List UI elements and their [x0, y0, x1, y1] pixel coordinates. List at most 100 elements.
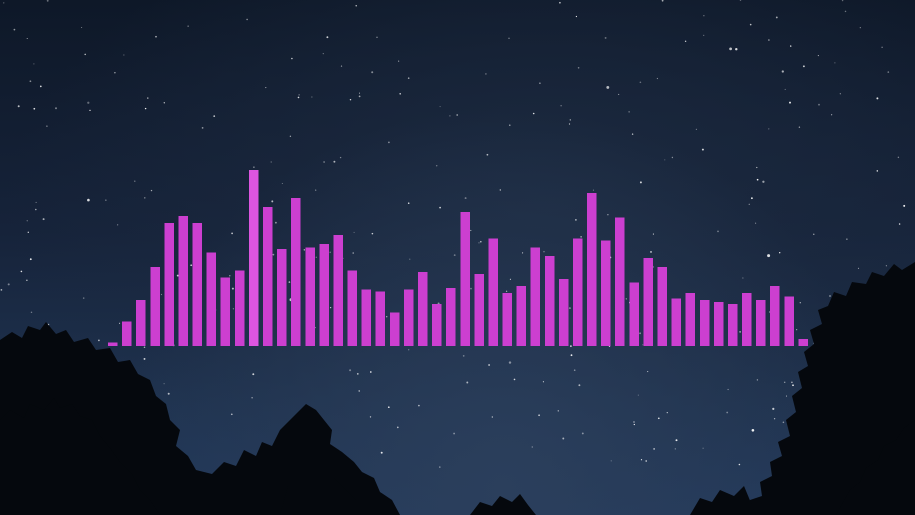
star [897, 156, 900, 159]
star [639, 181, 642, 184]
star [768, 128, 770, 130]
star [652, 233, 654, 235]
star [46, 0, 49, 2]
star [543, 250, 545, 253]
star [275, 221, 277, 224]
star [773, 418, 776, 420]
star [376, 36, 378, 38]
star [790, 45, 792, 47]
star [664, 159, 666, 161]
star [885, 265, 888, 267]
visualizer-bar [685, 293, 696, 346]
star [358, 92, 361, 94]
star [607, 214, 609, 216]
visualizer-bar [488, 238, 498, 346]
star [339, 156, 342, 159]
star [380, 451, 383, 454]
star [522, 252, 524, 254]
star [201, 127, 204, 129]
star [486, 153, 489, 156]
star [155, 35, 157, 38]
star [702, 447, 704, 449]
visualizer-bar [713, 302, 724, 346]
star [568, 307, 571, 310]
star [542, 381, 544, 383]
star [27, 231, 29, 233]
visualizer-bar [361, 289, 372, 346]
visualizer-bar [389, 312, 400, 346]
star [55, 107, 57, 110]
star [456, 114, 459, 116]
star [513, 378, 516, 381]
visualizer-bar [573, 238, 583, 346]
star [163, 383, 165, 385]
star [134, 180, 136, 182]
star [265, 87, 267, 89]
star [270, 161, 272, 163]
star [756, 178, 759, 181]
star [577, 67, 580, 69]
star [618, 93, 620, 95]
star [666, 411, 668, 414]
visualizer-bar [742, 293, 752, 346]
star [3, 2, 5, 4]
star [857, 267, 860, 269]
visualizer-bar [178, 215, 188, 346]
star [684, 40, 687, 42]
star [762, 180, 765, 183]
star [298, 94, 300, 96]
visualizer-bar [558, 279, 569, 346]
star [817, 55, 819, 57]
star [755, 222, 757, 224]
star [610, 460, 612, 462]
star [231, 232, 233, 235]
star [464, 197, 467, 200]
star [748, 203, 750, 205]
star [35, 201, 37, 203]
visualizer-bar [516, 286, 527, 346]
star [453, 432, 456, 435]
star [187, 25, 189, 27]
star [190, 264, 193, 267]
visualizer-bar [403, 289, 414, 346]
star [568, 123, 571, 125]
star [26, 279, 28, 281]
star [839, 93, 841, 95]
star [831, 114, 833, 116]
star [509, 124, 511, 126]
star [491, 416, 493, 418]
star [371, 232, 374, 235]
star [633, 423, 635, 426]
star [144, 197, 146, 199]
star [604, 36, 607, 39]
star [739, 0, 742, 1]
star [356, 373, 359, 375]
star [409, 258, 411, 260]
star [784, 88, 786, 90]
star [478, 242, 480, 244]
star [160, 293, 163, 296]
star [650, 250, 652, 253]
star [802, 65, 805, 68]
star [353, 231, 355, 233]
star [46, 125, 48, 127]
star [881, 46, 883, 48]
star [738, 463, 741, 466]
visualizer-bar [671, 298, 682, 346]
star [87, 101, 90, 104]
star [470, 287, 472, 290]
star [352, 252, 354, 254]
star [229, 275, 231, 277]
star [81, 26, 83, 29]
visualizer-bar [657, 266, 667, 346]
star [729, 47, 732, 51]
star [143, 346, 146, 349]
star [562, 437, 565, 440]
visualizer-bar [418, 272, 428, 346]
star [783, 381, 786, 384]
star [289, 135, 292, 137]
star [355, 5, 357, 7]
star [246, 18, 248, 21]
visualizer-bar [798, 339, 808, 346]
star [326, 36, 329, 39]
